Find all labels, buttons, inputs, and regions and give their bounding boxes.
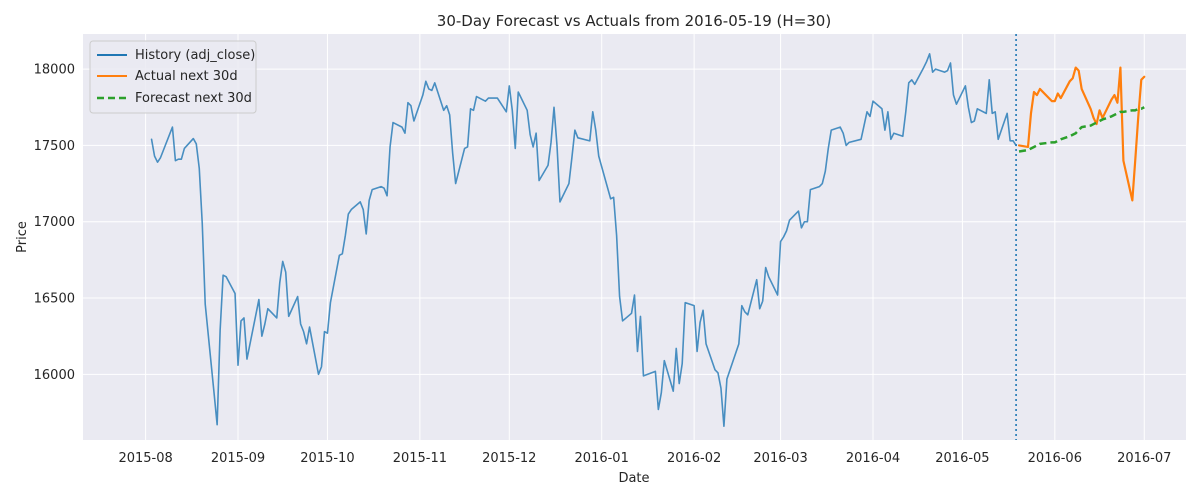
y-tick-label: 17000 bbox=[34, 215, 75, 230]
y-tick-label: 18000 bbox=[34, 63, 75, 78]
series bbox=[150, 53, 1146, 428]
x-tick-label: 2015-10 bbox=[300, 451, 354, 466]
x-tick-label: 2015-08 bbox=[118, 451, 172, 466]
x-tick-label: 2016-03 bbox=[753, 451, 807, 466]
x-tick-label: 2016-06 bbox=[1028, 451, 1082, 466]
legend: History (adj_close) Actual next 30d Fore… bbox=[89, 40, 257, 114]
legend-entry-forecast: Forecast next 30d bbox=[135, 91, 252, 106]
x-tick-label: 2015-12 bbox=[482, 451, 536, 466]
x-tick-label: 2016-05 bbox=[935, 451, 989, 466]
y-tick-label: 16500 bbox=[34, 292, 75, 307]
y-axis-label: Price bbox=[15, 221, 30, 253]
y-tick-label: 17500 bbox=[34, 139, 75, 154]
x-tick-label: 2016-02 bbox=[667, 451, 721, 466]
legend-entry-actual: Actual next 30d bbox=[135, 69, 238, 84]
ticks: 2015-08 2015-09 2015-10 2015-11 2015-12 2016-… bbox=[34, 63, 1172, 466]
x-tick-label: 2015-11 bbox=[393, 451, 447, 466]
history-series-line bbox=[150, 53, 1017, 428]
legend-box bbox=[89, 40, 257, 114]
forecast-series-line bbox=[1018, 106, 1145, 153]
x-tick-label: 2015-09 bbox=[211, 451, 265, 466]
chart-title: 30-Day Forecast vs Actuals from 2016-05-… bbox=[437, 12, 831, 30]
y-tick-label: 16000 bbox=[34, 368, 75, 383]
x-tick-label: 2016-07 bbox=[1117, 451, 1171, 466]
x-axis-label: Date bbox=[618, 471, 649, 486]
actual-series-line bbox=[1017, 66, 1146, 202]
x-tick-label: 2016-01 bbox=[575, 451, 629, 466]
legend-entry-history: History (adj_close) bbox=[135, 48, 255, 63]
plot-background bbox=[83, 34, 1186, 440]
x-tick-label: 2016-04 bbox=[846, 451, 900, 466]
